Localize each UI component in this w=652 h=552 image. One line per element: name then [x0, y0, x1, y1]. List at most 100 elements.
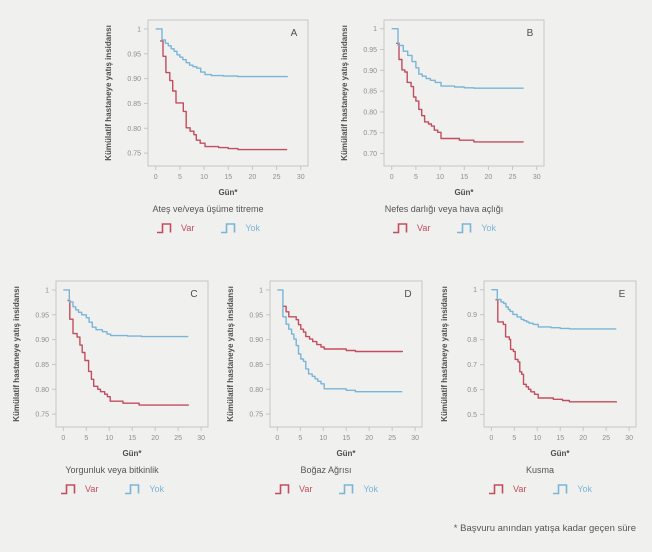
svg-text:20: 20	[579, 435, 587, 442]
svg-text:5: 5	[178, 174, 182, 181]
svg-text:0.75: 0.75	[363, 130, 377, 137]
svg-text:0: 0	[390, 174, 394, 181]
svg-text:Gün*: Gün*	[454, 188, 474, 197]
legend-var-label: Var	[416, 223, 431, 233]
svg-text:A: A	[291, 28, 298, 39]
panel-a-title: Ateş ve/veya üşüme titreme	[152, 204, 264, 214]
legend-yok-label: Yok	[363, 484, 379, 494]
svg-text:0.85: 0.85	[363, 89, 377, 96]
svg-text:0.75: 0.75	[249, 412, 263, 419]
legend-var-label: Var	[512, 484, 527, 494]
svg-text:15: 15	[224, 174, 232, 181]
svg-text:D: D	[404, 289, 411, 300]
footnote: * Başvuru anından yatışa kadar geçen sür…	[453, 523, 636, 534]
panel-e-title: Kusma	[525, 465, 554, 475]
svg-text:0.95: 0.95	[249, 312, 263, 319]
svg-text:0.95: 0.95	[35, 312, 49, 319]
svg-text:1: 1	[137, 26, 141, 33]
svg-text:30: 30	[411, 435, 419, 442]
svg-text:0.95: 0.95	[363, 47, 377, 54]
legend-yok: Yok	[456, 221, 496, 235]
step-line-blue-icon	[221, 223, 236, 234]
svg-text:0.9: 0.9	[467, 312, 477, 319]
svg-text:0.6: 0.6	[467, 387, 477, 394]
svg-text:0.90: 0.90	[363, 68, 377, 75]
svg-text:30: 30	[197, 435, 205, 442]
svg-text:E: E	[619, 289, 626, 300]
top-row: 0.75 0.80 0.85 0.90 0.95 1 0 5 10 15 20 25 30 A Kümüla…	[0, 12, 652, 235]
legend-yok: Yok	[552, 482, 592, 496]
legend-var: Var	[392, 221, 430, 235]
svg-text:5: 5	[84, 435, 88, 442]
svg-text:0: 0	[489, 435, 493, 442]
step-line-red-icon	[156, 223, 172, 234]
legend-yok-label: Yok	[577, 484, 593, 494]
svg-text:C: C	[190, 289, 197, 300]
bottom-row: 0.75 0.80 0.85 0.90 0.95 1 0 5 10 15 20 25 30 C Kümüla…	[0, 273, 652, 496]
legend-yok-label: Yok	[245, 223, 261, 233]
legend-var: Var	[60, 482, 98, 496]
svg-text:15: 15	[460, 174, 468, 181]
svg-text:1: 1	[45, 287, 49, 294]
svg-text:25: 25	[273, 174, 281, 181]
panel-b-title: Nefes darlığı veya hava açlığı	[384, 204, 504, 214]
step-line-red-icon	[60, 484, 76, 495]
svg-text:0.70: 0.70	[363, 151, 377, 158]
svg-text:25: 25	[509, 174, 517, 181]
legend-var-label: Var	[180, 223, 195, 233]
legend-var: Var	[274, 482, 312, 496]
svg-text:0.80: 0.80	[363, 109, 377, 116]
svg-text:10: 10	[533, 435, 541, 442]
svg-text:1: 1	[473, 287, 477, 294]
legend-var-label: Var	[298, 484, 313, 494]
svg-text:0.75: 0.75	[35, 412, 49, 419]
legend-var: Var	[488, 482, 526, 496]
panel-b-figure: 0.70 0.75 0.80 0.85 0.90 0.95 1 0 5 10 15 20 25 30 B Kü…	[338, 12, 550, 235]
svg-text:B: B	[527, 28, 534, 39]
panel-a-figure: 0.75 0.80 0.85 0.90 0.95 1 0 5 10 15 20 25 30 A Kümüla…	[102, 12, 314, 235]
svg-text:Kümülatif hastaneye yatış insi: Kümülatif hastaneye yatış insidansı	[440, 286, 449, 422]
svg-text:10: 10	[319, 435, 327, 442]
svg-text:20: 20	[485, 174, 493, 181]
svg-text:30: 30	[533, 174, 541, 181]
panel-d-title: Boğaz Ağrısı	[300, 465, 352, 475]
panel-c-figure: 0.75 0.80 0.85 0.90 0.95 1 0 5 10 15 20 25 30 C Kümüla…	[10, 273, 214, 496]
svg-text:0.5: 0.5	[467, 412, 477, 419]
svg-text:25: 25	[602, 435, 610, 442]
panel-e-figure: 0.5 0.6 0.7 0.8 0.9 1 0 5 10 15 20 25 30 E Kümülatif h…	[438, 273, 642, 496]
legend-yok-label: Yok	[481, 223, 497, 233]
panel-d-legend: Var Yok	[274, 482, 378, 496]
step-line-blue-icon	[553, 484, 568, 495]
svg-text:Kümülatif hastaneye yatış insi: Kümülatif hastaneye yatış insidansı	[12, 286, 21, 422]
svg-text:30: 30	[297, 174, 305, 181]
svg-text:25: 25	[174, 435, 182, 442]
panel-c-title: Yorgunluk veya bitkinlik	[65, 465, 159, 475]
svg-text:0.85: 0.85	[35, 362, 49, 369]
svg-text:15: 15	[556, 435, 564, 442]
svg-text:15: 15	[128, 435, 136, 442]
svg-text:0.95: 0.95	[127, 51, 141, 58]
svg-text:1: 1	[259, 287, 263, 294]
step-line-red-icon	[274, 484, 290, 495]
svg-text:0: 0	[61, 435, 65, 442]
svg-text:10: 10	[436, 174, 444, 181]
svg-text:0.80: 0.80	[127, 126, 141, 133]
step-line-blue-icon	[339, 484, 354, 495]
panel-d-figure: 0.75 0.80 0.85 0.90 0.95 1 0 5 10 15 20 25 30 D Kümüla…	[224, 273, 428, 496]
panel-a-legend: Var Yok	[156, 221, 260, 235]
step-line-blue-icon	[125, 484, 140, 495]
svg-text:0.80: 0.80	[35, 387, 49, 394]
svg-text:Kümülatif hastaneye yatış insi: Kümülatif hastaneye yatış insidansı	[104, 25, 113, 161]
svg-text:Gün*: Gün*	[218, 188, 238, 197]
svg-text:0.90: 0.90	[35, 337, 49, 344]
svg-text:0.80: 0.80	[249, 387, 263, 394]
svg-text:0: 0	[275, 435, 279, 442]
panel-b-legend: Var Yok	[392, 221, 496, 235]
svg-text:5: 5	[414, 174, 418, 181]
svg-text:Gün*: Gün*	[336, 449, 356, 458]
svg-text:Gün*: Gün*	[550, 449, 570, 458]
